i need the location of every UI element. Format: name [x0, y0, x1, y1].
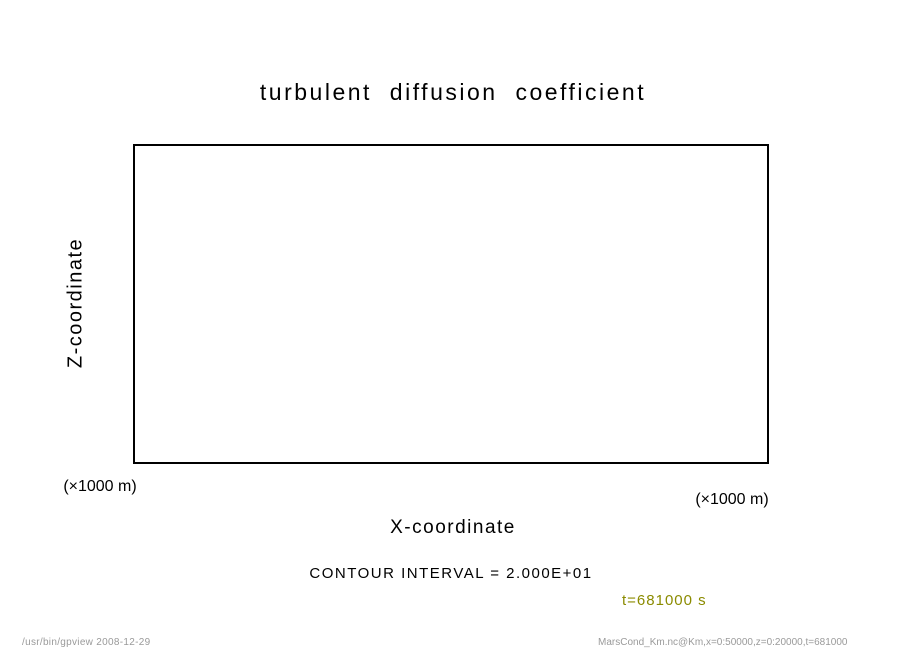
footer-data-source: MarsCond_Km.nc@Km,x=0:50000,z=0:20000,t=…: [598, 637, 848, 648]
contour-interval-text: CONTOUR INTERVAL = 2.000E+01: [309, 565, 593, 582]
plot-frame: [133, 144, 769, 464]
footer-command-path: /usr/bin/gpview 2008-12-29: [22, 637, 151, 648]
colorbar-canvas: [314, 594, 602, 618]
x-axis-unit: (×1000 m): [695, 491, 769, 508]
colorbar: [314, 594, 602, 618]
chart-title: turbulent diffusion coefficient: [259, 79, 647, 105]
y-axis-label: Z-coordinate: [64, 237, 87, 369]
contour-field-canvas: [135, 146, 767, 462]
x-axis-label: X-coordinate: [390, 517, 516, 538]
time-annotation: t=681000 s: [622, 592, 707, 609]
y-axis-unit: (×1000 m): [63, 478, 137, 495]
